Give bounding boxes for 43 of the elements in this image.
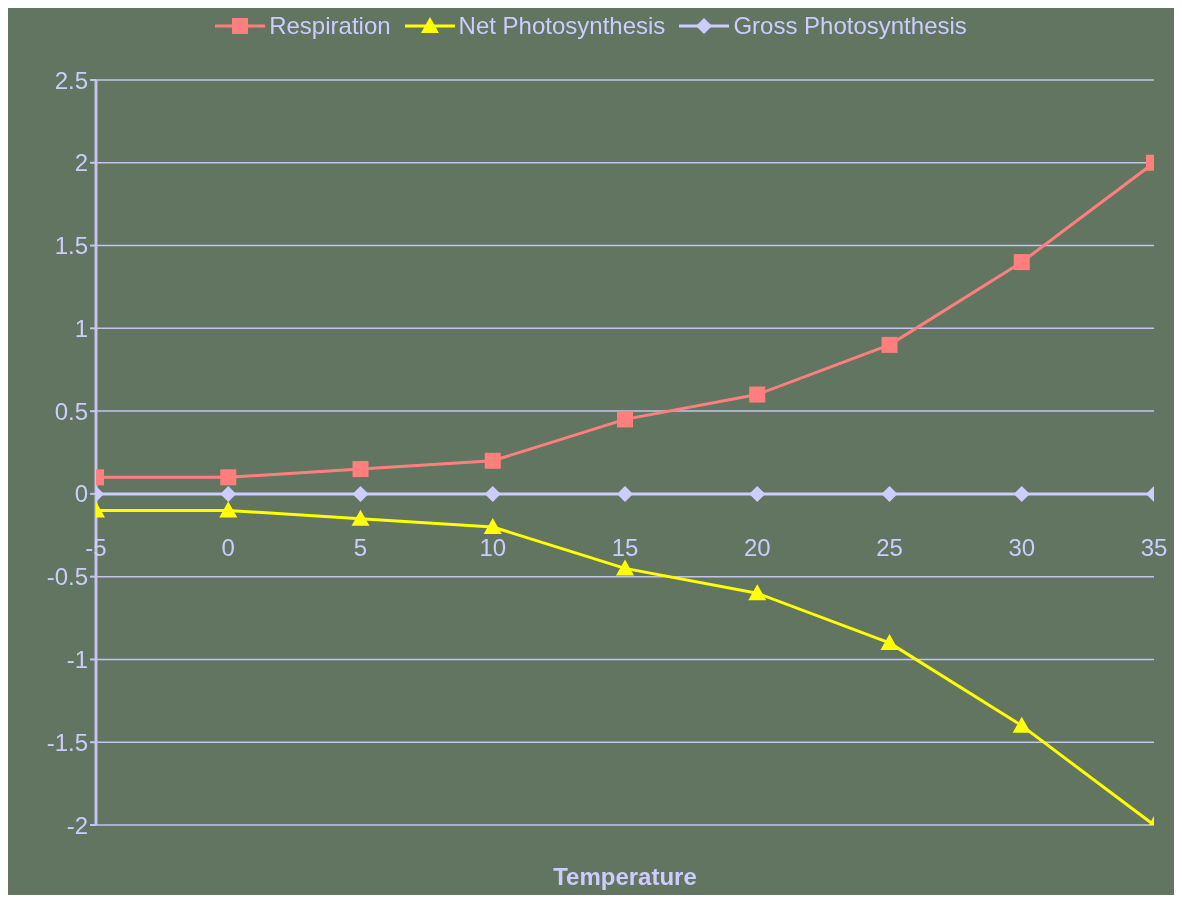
point <box>220 485 237 502</box>
legend-label: Net Photosynthesis <box>458 12 666 40</box>
point <box>749 485 766 502</box>
point <box>616 559 634 576</box>
point <box>617 485 633 502</box>
y-tick-label: 2.5 <box>54 66 88 94</box>
x-tick-label: 5 <box>353 533 368 561</box>
point <box>617 411 633 428</box>
legend-label: Gross Photosynthesis <box>733 12 967 40</box>
y-tick-label: 1 <box>74 314 88 342</box>
x-tick-label: 25 <box>876 533 903 561</box>
x-tick-label: 10 <box>479 533 507 561</box>
point <box>881 485 898 502</box>
y-tick-label: 0.5 <box>54 397 88 425</box>
y-tick-label: 2 <box>74 149 88 177</box>
point <box>1013 485 1030 502</box>
point <box>880 633 899 650</box>
x-tick-label: 20 <box>743 533 771 561</box>
y-tick-label: -2 <box>66 811 88 839</box>
x-tick-label: 0 <box>221 533 235 561</box>
y-tick-label: -1.5 <box>46 728 88 756</box>
point <box>1012 716 1031 733</box>
point <box>1013 254 1030 271</box>
point <box>352 485 369 502</box>
point <box>748 584 767 601</box>
point <box>484 452 501 469</box>
y-tick-label: 1.5 <box>54 232 88 260</box>
point <box>220 469 237 486</box>
point <box>351 509 370 526</box>
legend-label: Respiration <box>269 12 391 40</box>
point <box>484 485 501 502</box>
point <box>483 518 502 534</box>
x-tick-label: 35 <box>1140 533 1168 561</box>
point <box>749 386 766 403</box>
x-tick-label: 15 <box>611 533 639 561</box>
point <box>881 336 898 353</box>
y-tick-label: -1 <box>66 645 88 673</box>
x-tick-label: 30 <box>1008 533 1036 561</box>
x-axis-title: Temperature <box>553 863 697 890</box>
y-tick-label: 0 <box>74 480 88 508</box>
y-tick-label: -0.5 <box>46 563 88 591</box>
point <box>219 501 238 518</box>
point <box>352 461 369 478</box>
